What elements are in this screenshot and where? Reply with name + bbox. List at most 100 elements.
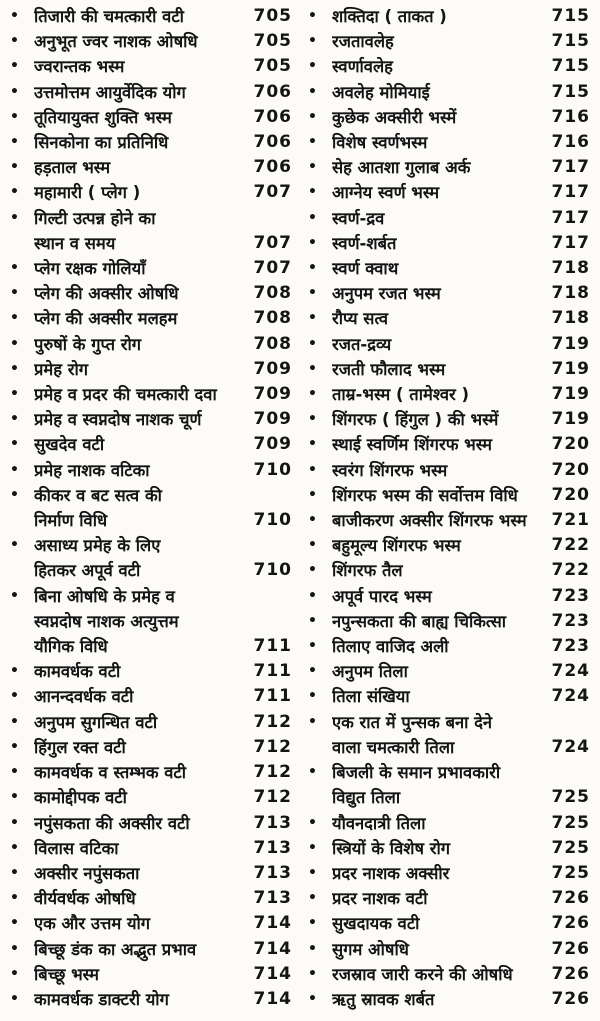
entry-page-number: 725 <box>551 812 590 833</box>
entry-page-number: 726 <box>551 938 590 959</box>
entry-title: वीर्यवर्धक ओषधि <box>34 886 254 911</box>
entry-page-number: 705 <box>253 31 292 52</box>
entry-title-line: प्लेग की अक्सीर मलहम <box>34 309 178 329</box>
bullet-icon: • <box>308 33 317 50</box>
entry-title: स्वरंग शिंगरफ भस्म <box>332 458 552 483</box>
bullet-icon: • <box>10 386 19 403</box>
toc-entry: • नपुन्सकता की बाह्य चिकित्सा 723 <box>302 609 590 634</box>
bullet-icon: • <box>10 587 19 604</box>
entry-page-number: 718 <box>551 308 590 329</box>
entry-title: आग्नेय स्वर्ण भस्म <box>332 180 552 205</box>
entry-page-number: 726 <box>551 913 590 934</box>
toc-entry: • विशेष स्वर्णभस्म 716 <box>302 130 590 155</box>
entry-title-line: सिनकोना का प्रतिनिधि <box>34 133 169 153</box>
entry-page-number: 709 <box>253 384 292 405</box>
entry-title: बहुमूल्य शिंगरफ भस्म <box>332 533 552 558</box>
entry-title: प्रमेह व प्रदर की चमत्कारी दवा <box>34 382 254 407</box>
entry-title-line: बिजली के समान प्रभावकारी <box>332 763 501 783</box>
entry-title-line: महामारी ( प्लेग ) <box>34 183 141 203</box>
bullet-icon: • <box>308 965 317 982</box>
bullet-icon: • <box>10 360 19 377</box>
entry-page-number: 724 <box>551 661 590 682</box>
entry-title: अपूर्व पारद भस्म <box>332 584 552 609</box>
toc-entry: • रजतावलेह 715 <box>302 29 590 54</box>
entry-title-line: प्लेग की अक्सीर ओषधि <box>34 284 179 304</box>
entry-page-number: 725 <box>551 837 590 858</box>
entry-title: बाजीकरण अक्सीर शिंगरफ भस्म <box>332 508 552 533</box>
entry-title-line: यौवनदात्री तिला <box>332 813 426 833</box>
entry-title-line: विलास वटिका <box>34 838 119 858</box>
entry-title-line: अक्सीर नपुंसकता <box>34 863 140 883</box>
entry-page-number: 706 <box>253 81 292 102</box>
toc-entry: • असाध्य प्रमेह के लिए हितकर अपूर्व वटी 710 <box>4 533 292 583</box>
entry-title-line: कीकर व बट सत्व की <box>34 485 162 505</box>
bullet-icon: • <box>10 260 19 277</box>
toc-entry: • प्रदर नाशक अक्सीर 725 <box>302 861 590 886</box>
entry-title-line: तिला संखिया <box>332 687 410 707</box>
bullet-icon: • <box>10 915 19 932</box>
entry-page-number: 719 <box>551 384 590 405</box>
toc-entry: • आग्नेय स्वर्ण भस्म 717 <box>302 180 590 205</box>
entry-title-line: ज्वरान्तक भस्म <box>34 57 125 77</box>
entry-title-line: आनन्दवर्धक वटी <box>34 687 134 707</box>
bullet-icon: • <box>308 688 317 705</box>
entry-title: बिच्छू डंक का अद्भुत प्रभाव <box>34 937 254 962</box>
entry-title-line: रौप्य सत्व <box>332 309 389 329</box>
bullet-icon: • <box>308 915 317 932</box>
entry-title-line: सुगम ओषधि <box>332 939 409 959</box>
entry-title: स्वर्ण क्वाथ <box>332 256 552 281</box>
entry-title-line: यौगिक विधि <box>34 637 108 657</box>
entry-page-number: 711 <box>253 636 292 657</box>
entry-title: आनन्दवर्धक वटी <box>34 684 254 709</box>
toc-entry: • स्थाई स्वर्णिम शिंगरफ भस्म 720 <box>302 432 590 457</box>
entry-title: प्रदर नाशक वटी <box>332 886 552 911</box>
entry-page-number: 720 <box>551 459 590 480</box>
toc-entry: • बिच्छू डंक का अद्भुत प्रभाव 714 <box>4 937 292 962</box>
entry-title-line: विद्युत तिला <box>332 788 401 808</box>
entry-title-line: प्लेग रक्षक गोलियाँ <box>34 259 146 279</box>
bullet-icon: • <box>308 940 317 957</box>
entry-page-number: 709 <box>253 409 292 430</box>
entry-title-line: स्त्रियों के विशेष रोग <box>332 838 451 858</box>
entry-title: महामारी ( प्लेग ) <box>34 180 254 205</box>
toc-column-right: • शक्तिदा ( ताकत ) 715 • रजतावलेह 715 • स्वर्णा… <box>300 4 590 1021</box>
entry-title-line: अपूर्व पारद भस्म <box>332 586 432 606</box>
bullet-icon: • <box>10 940 19 957</box>
toc-entry: • कामवर्धक व स्तम्भक वटी 712 <box>4 760 292 785</box>
bullet-icon: • <box>10 33 19 50</box>
entry-title-line: वीर्यवर्धक ओषधि <box>34 889 136 909</box>
entry-title: तिजारी की चमत्कारी वटी <box>34 4 254 29</box>
toc-entry: • शिंगरफ ( हिंगुल ) की भस्में 719 <box>302 407 590 432</box>
toc-entry: • स्वर्णावलेह 715 <box>302 54 590 79</box>
toc-entry: • तिजारी की चमत्कारी वटी 705 <box>4 4 292 29</box>
entry-page-number: 719 <box>551 409 590 430</box>
toc-entry: • ऋतु स्रावक शर्बत 726 <box>302 987 590 1012</box>
bullet-icon: • <box>308 839 317 856</box>
entry-title-line: एक और उत्तम योग <box>34 914 151 934</box>
bullet-icon: • <box>10 864 19 881</box>
entry-title: विलास वटिका <box>34 836 254 861</box>
entry-title: प्रमेह नाशक वटिका <box>34 458 254 483</box>
entry-title: सुखदायक वटी <box>332 911 552 936</box>
entry-page-number: 713 <box>253 862 292 883</box>
entry-page-number: 714 <box>253 988 292 1009</box>
entry-title-line: हिंगुल रक्त वटी <box>34 737 126 757</box>
entry-page-number: 714 <box>253 938 292 959</box>
toc-entry: • रौप्य सत्व 718 <box>302 306 590 331</box>
entry-page-number: 706 <box>253 106 292 127</box>
entry-page-number: 708 <box>253 308 292 329</box>
entry-title-line: नपुंसकता की अक्सीर वटी <box>34 813 190 833</box>
entry-title-line: अनुपम तिला <box>332 662 408 682</box>
bullet-icon: • <box>10 764 19 781</box>
entry-title: प्लेग रक्षक गोलियाँ <box>34 256 254 281</box>
bullet-icon: • <box>308 864 317 881</box>
bullet-icon: • <box>308 260 317 277</box>
entry-title-line: अवलेह मोमियाई <box>332 82 430 102</box>
entry-page-number: 723 <box>551 585 590 606</box>
toc-column-left: • तिजारी की चमत्कारी वटी 705 • अनुभूत ज्वर न… <box>4 4 300 1021</box>
entry-title-line: स्वप्नदोष नाशक अत्युत्तम <box>34 611 179 631</box>
entry-title: ज्वरान्तक भस्म <box>34 54 254 79</box>
toc-entry: • अनुभूत ज्वर नाशक ओषधि 705 <box>4 29 292 54</box>
entry-title: सुगम ओषधि <box>332 937 552 962</box>
toc-entry: • अवलेह मोमियाई 715 <box>302 80 590 105</box>
